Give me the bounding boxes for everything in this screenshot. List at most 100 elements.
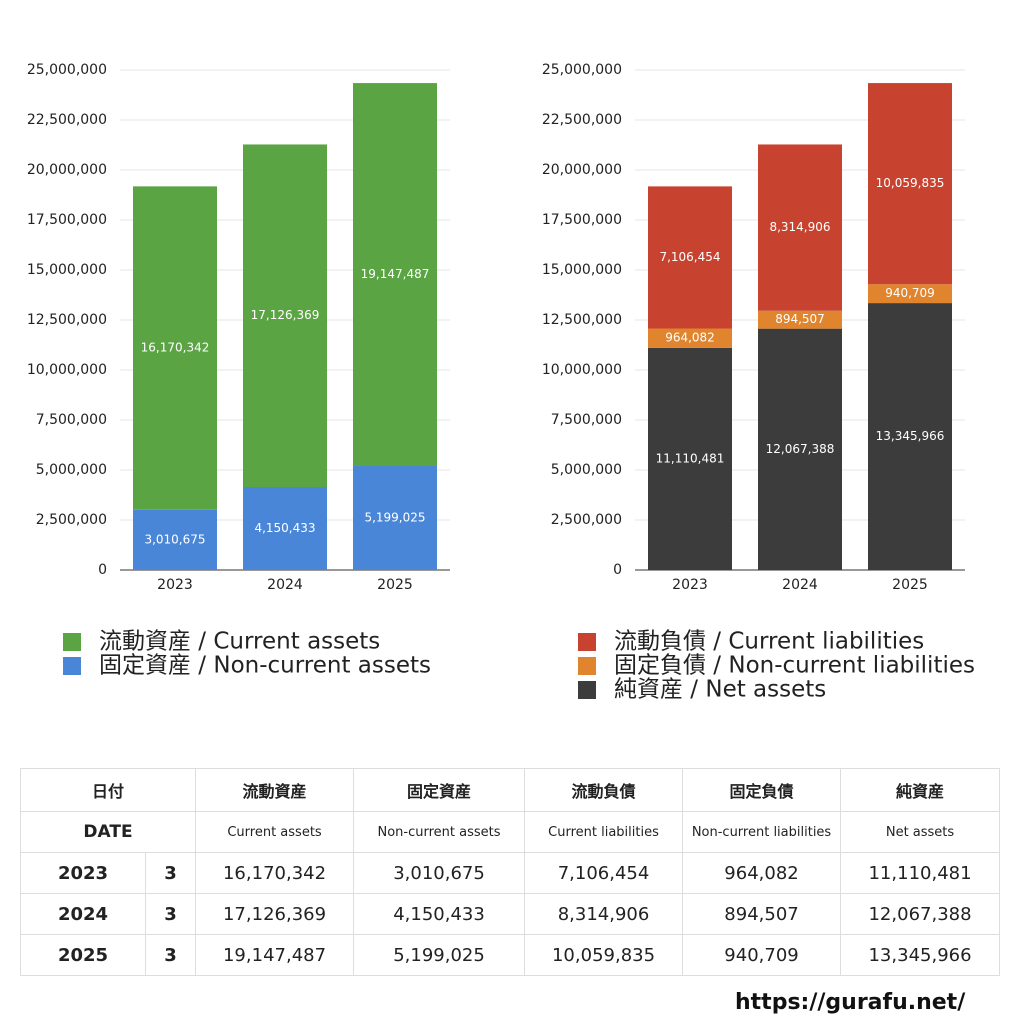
y-tick-label: 7,500,000: [551, 412, 622, 428]
charts: 0 2,500,000 5,000,000 7,500,000 10,000,000 12…: [27, 62, 975, 703]
y-tick-label: 20,000,000: [542, 162, 622, 178]
value-label: 11,110,481: [656, 451, 725, 465]
legend-label: 固定負債 / Non-current liabilities: [614, 653, 975, 679]
bar-segment: [353, 83, 437, 467]
legend-swatch: [63, 657, 81, 675]
x-tick-label: 2025: [892, 577, 928, 593]
value-label: 894,507: [775, 312, 825, 326]
value-label: 4,150,433: [254, 521, 315, 535]
y-tick-label: 0: [98, 562, 107, 578]
table-cell: 16,170,342: [195, 852, 355, 894]
bar-segment: [648, 328, 732, 348]
y-tick-label: 0: [613, 562, 622, 578]
legend-swatch: [578, 681, 596, 699]
source-url: https://gurafu.net/: [735, 990, 966, 1015]
y-tick-label: 2,500,000: [551, 512, 622, 528]
table-cell: 2024: [20, 893, 146, 935]
table-cell: 19,147,487: [195, 934, 355, 976]
table-cell: 4,150,433: [353, 893, 526, 935]
value-label: 7,106,454: [659, 250, 720, 264]
table-cell: 8,314,906: [524, 893, 684, 935]
table-cell: 10,059,835: [524, 934, 684, 976]
bar-segment: [648, 186, 732, 329]
value-label: 5,199,025: [364, 511, 425, 525]
bar-segment: [758, 310, 842, 329]
table-cell: 940,709: [682, 934, 842, 976]
value-label: 940,709: [885, 286, 935, 300]
y-tick-label: 12,500,000: [542, 312, 622, 328]
bar-segment: [868, 303, 952, 570]
y-tick-label: 17,500,000: [27, 212, 107, 228]
value-label: 13,345,966: [876, 429, 945, 443]
table-cell: 流動負債: [524, 768, 684, 812]
table-cell: Current liabilities: [524, 811, 684, 853]
y-tick-label: 17,500,000: [542, 212, 622, 228]
value-label: 964,082: [665, 331, 715, 345]
table-cell: 5,199,025: [353, 934, 526, 976]
header-row: 日付 流動資産 固定資産 流動負債 固定負債 純資産: [19, 768, 1001, 812]
y-tick-label: 15,000,000: [542, 262, 622, 278]
x-tick-label: 2023: [157, 577, 193, 593]
y-tick-label: 5,000,000: [551, 462, 622, 478]
bar-segment: [353, 466, 437, 570]
value-label: 12,067,388: [766, 442, 835, 456]
legend-swatch: [578, 633, 596, 651]
value-label: 16,170,342: [141, 341, 210, 355]
header-row: DATE Current assets Non-current assets Curr…: [19, 811, 1001, 853]
table-cell: 日付: [19, 768, 197, 812]
legend-label: 流動資産 / Current assets: [99, 629, 380, 655]
legend-label: 純資産 / Net assets: [614, 677, 826, 703]
table-cell: 3: [144, 893, 197, 935]
table-cell: 流動資産: [195, 768, 355, 812]
table-cell: DATE: [19, 811, 197, 853]
value-label: 10,059,835: [876, 176, 945, 190]
table-cell: Non-current assets: [353, 811, 526, 853]
value-label: 17,126,369: [251, 308, 320, 322]
y-tick-label: 25,000,000: [542, 62, 622, 78]
x-tick-label: 2025: [377, 577, 413, 593]
table-cell: 17,126,369: [195, 893, 355, 935]
table-cell: 964,082: [682, 852, 842, 894]
table-cell: Non-current liabilities: [682, 811, 842, 853]
y-tick-label: 7,500,000: [36, 412, 107, 428]
legend-label: 固定資産 / Non-current assets: [99, 653, 431, 679]
y-tick-label: 12,500,000: [27, 312, 107, 328]
bar-segment: [758, 144, 842, 311]
legend-label: 流動負債 / Current liabilities: [614, 629, 924, 655]
y-tick-label: 22,500,000: [27, 112, 107, 128]
bar-segment: [758, 328, 842, 570]
legend-swatch: [578, 657, 596, 675]
bar-segment: [868, 284, 952, 304]
table-cell: 固定資産: [353, 768, 526, 812]
y-tick-label: 22,500,000: [542, 112, 622, 128]
bar-segment: [243, 144, 327, 487]
table-cell: 894,507: [682, 893, 842, 935]
value-label: 19,147,487: [361, 267, 430, 281]
table-cell: 12,067,388: [840, 893, 1001, 935]
y-tick-label: 10,000,000: [27, 362, 107, 378]
table-cell: Net assets: [840, 811, 1001, 853]
table-row: 2023 3 16,170,342 3,010,675 7,106,454 964,082…: [20, 852, 1001, 894]
table-cell: 3,010,675: [353, 852, 526, 894]
y-tick-label: 5,000,000: [36, 462, 107, 478]
table-row: 2025 3 19,147,487 5,199,025 10,059,835 940,70…: [20, 934, 1001, 976]
table-cell: 2023: [20, 852, 146, 894]
bar-segment: [243, 486, 327, 570]
y-tick-label: 25,000,000: [27, 62, 107, 78]
y-tick-label: 10,000,000: [542, 362, 622, 378]
legend-swatch: [63, 633, 81, 651]
table-cell: 3: [144, 852, 197, 894]
x-tick-label: 2023: [672, 577, 708, 593]
table-cell: 純資産: [840, 768, 1001, 812]
table-cell: 11,110,481: [840, 852, 1001, 894]
data-table: 日付 流動資産 固定資産 流動負債 固定負債 純資産 DATE Current assets N…: [19, 768, 1001, 976]
table-cell: 2025: [20, 934, 146, 976]
bar-segment: [648, 347, 732, 570]
table-cell: 3: [144, 934, 197, 976]
value-label: 3,010,675: [144, 532, 205, 546]
table-row: 2024 3 17,126,369 4,150,433 8,314,906 894,507…: [20, 893, 1001, 935]
y-tick-label: 15,000,000: [27, 262, 107, 278]
bar-segment: [133, 186, 217, 510]
bar-segment: [868, 83, 952, 285]
